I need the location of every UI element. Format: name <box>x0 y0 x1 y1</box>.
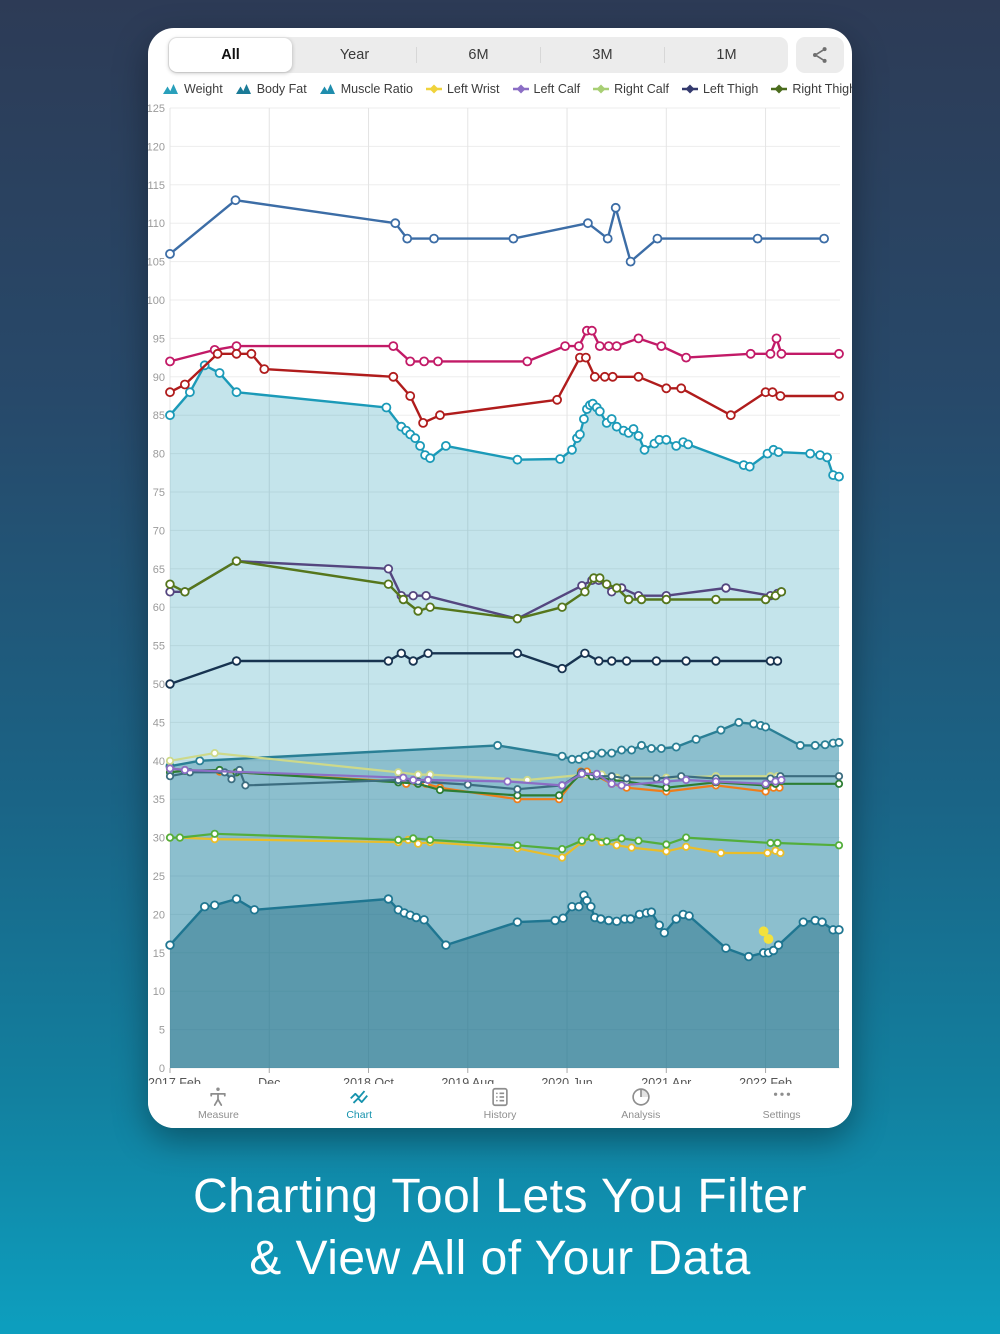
svg-text:105: 105 <box>148 257 165 269</box>
legend-item-left-calf[interactable]: Left Calf <box>512 82 581 96</box>
right-thigh-legend-diamond-icon <box>771 84 788 94</box>
nav-label: Settings <box>762 1109 801 1121</box>
svg-text:30: 30 <box>153 833 165 845</box>
legend-label: Weight <box>184 82 223 96</box>
nav-item-analysis[interactable]: Analysis <box>570 1086 711 1121</box>
svg-text:25: 25 <box>153 871 165 883</box>
app-card: All Year 6M 3M 1M Weight Body Fat Muscle R… <box>148 28 852 1128</box>
series-body-fat-area <box>165 890 844 1068</box>
time-range-segmented-control: All Year 6M 3M 1M <box>168 37 788 73</box>
legend-label: Body Fat <box>256 82 307 96</box>
svg-text:110: 110 <box>148 218 165 230</box>
svg-text:90: 90 <box>153 372 165 384</box>
share-button[interactable] <box>796 37 844 73</box>
svg-text:0: 0 <box>159 1063 165 1075</box>
settings-icon <box>771 1086 793 1108</box>
tab-1m[interactable]: 1M <box>716 47 737 63</box>
tab-all[interactable]: All <box>169 38 292 72</box>
legend-item-weight[interactable]: Weight <box>163 82 223 96</box>
svg-text:70: 70 <box>153 525 165 537</box>
svg-text:75: 75 <box>153 487 165 499</box>
nav-label: Measure <box>197 1109 239 1121</box>
tab-6m[interactable]: 6M <box>468 47 489 63</box>
right-calf-legend-diamond-icon <box>593 84 610 94</box>
nav-label: Analysis <box>621 1109 661 1121</box>
chart-svg[interactable]: 0 5 10 15 20 25 30 35 40 45 50 55 60 65 70 75 80 85 90 95 10… <box>148 102 852 1098</box>
legend-item-left-wrist[interactable]: Left Wrist <box>425 82 500 96</box>
chart-icon <box>348 1086 370 1108</box>
tab-3m[interactable]: 3M <box>592 47 613 63</box>
tab-separator <box>416 47 417 63</box>
legend-label: Right Calf <box>614 82 669 96</box>
body-fat-legend-mountains-icon <box>235 84 251 94</box>
legend-item-left-thigh[interactable]: Left Thigh <box>681 82 759 96</box>
tab-separator <box>664 47 665 63</box>
left-thigh-legend-diamond-icon <box>681 84 698 94</box>
nav-item-chart[interactable]: Chart <box>289 1086 430 1121</box>
svg-text:85: 85 <box>153 410 165 422</box>
series-line-navy <box>165 648 783 689</box>
svg-text:20: 20 <box>153 909 165 921</box>
series-line-magenta <box>165 325 844 367</box>
legend-label: Left Thigh <box>702 82 759 96</box>
tab-bar: All Year 6M 3M 1M <box>148 28 852 73</box>
legend-label: Right Thigh <box>792 82 852 96</box>
svg-text:95: 95 <box>153 333 165 345</box>
legend-item-right-calf[interactable]: Right Calf <box>593 82 669 96</box>
series-line-darkred <box>165 348 844 428</box>
nav-item-settings[interactable]: Settings <box>711 1086 852 1121</box>
tab-separator <box>540 47 541 63</box>
caption-line-2: & View All of Your Data <box>249 1232 751 1285</box>
legend-item-body-fat[interactable]: Body Fat <box>235 82 307 96</box>
caption: Charting Tool Lets You Filter & View All… <box>0 1166 1000 1290</box>
chart-axes: 0 5 10 15 20 25 30 35 40 45 50 55 60 65 70 75 80 85 90 95 10… <box>148 103 792 1090</box>
series-left-wrist-outliers <box>758 926 774 944</box>
svg-text:10: 10 <box>153 986 165 998</box>
svg-text:80: 80 <box>153 449 165 461</box>
svg-text:5: 5 <box>159 1025 165 1037</box>
nav-label: Chart <box>346 1109 373 1121</box>
measure-icon <box>207 1086 229 1108</box>
series-right-calf <box>165 829 844 854</box>
nav-item-measure[interactable]: Measure <box>148 1086 289 1121</box>
series-right-thigh <box>165 556 787 624</box>
svg-text:125: 125 <box>148 103 165 115</box>
series-muscle-ratio-area <box>165 717 844 1068</box>
nav-label: History <box>483 1109 517 1121</box>
weight-legend-mountains-icon <box>163 84 178 94</box>
svg-text:35: 35 <box>153 794 165 806</box>
svg-text:15: 15 <box>153 948 165 960</box>
legend-label: Left Wrist <box>446 82 500 96</box>
legend-label: Muscle Ratio <box>340 82 413 96</box>
share-icon <box>810 45 830 65</box>
svg-text:40: 40 <box>153 756 165 768</box>
legend-item-muscle-ratio[interactable]: Muscle Ratio <box>319 82 413 96</box>
svg-text:55: 55 <box>153 641 165 653</box>
series-weight-area <box>165 360 844 1068</box>
svg-text:45: 45 <box>153 717 165 729</box>
nav-item-history[interactable]: History <box>430 1086 571 1121</box>
legend-item-right-thigh[interactable]: Right Thigh <box>771 82 852 96</box>
chart-legend: Weight Body Fat Muscle Ratio Left Wrist Left… <box>163 78 852 100</box>
svg-text:65: 65 <box>153 564 165 576</box>
svg-text:50: 50 <box>153 679 165 691</box>
bottom-nav: Measure Chart <box>148 1084 852 1128</box>
history-icon <box>489 1086 511 1108</box>
left-wrist-legend-diamond-icon <box>425 84 442 94</box>
series-left-calf <box>165 764 786 790</box>
analysis-icon <box>630 1086 652 1108</box>
svg-text:115: 115 <box>148 180 165 192</box>
svg-text:100: 100 <box>148 295 165 307</box>
svg-text:120: 120 <box>148 141 165 153</box>
caption-line-1: Charting Tool Lets You Filter <box>193 1170 807 1223</box>
muscle-ratio-legend-mountains-icon <box>319 84 335 94</box>
legend-label: Left Calf <box>533 82 581 96</box>
tab-year[interactable]: Year <box>339 47 370 63</box>
series-line-blue <box>165 195 829 267</box>
left-calf-legend-diamond-icon <box>512 84 529 94</box>
svg-text:60: 60 <box>153 602 165 614</box>
